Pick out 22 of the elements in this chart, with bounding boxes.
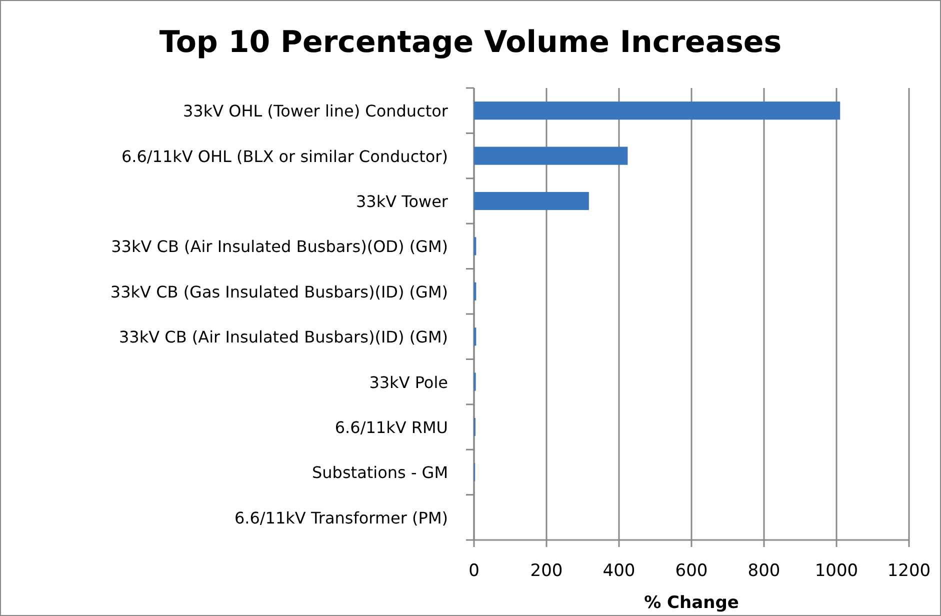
y-tick-label: 6.6/11kV OHL (BLX or similar Conductor) [121, 146, 448, 166]
x-tick-label: 1000 [814, 561, 858, 581]
x-tick-label: 600 [675, 561, 708, 581]
x-tick-label: 800 [748, 561, 780, 581]
x-tick-label: 400 [602, 561, 636, 581]
y-tick-label: 6.6/11kV RMU [334, 418, 448, 437]
chart-title: Top 10 Percentage Volume Increases [159, 25, 782, 60]
y-tick-label: 33kV CB (Air Insulated Busbars)(OD) (GM) [111, 237, 448, 256]
y-tick-label: 6.6/11kV Transformer (PM) [234, 508, 448, 528]
bar [474, 146, 628, 165]
x-axis-title: % Change [644, 593, 739, 613]
y-tick-label: Substations - GM [312, 463, 448, 482]
y-tick-label: 33kV CB (Air Insulated Busbars)(ID) (GM) [119, 328, 448, 347]
y-tick-label: 33kV OHL (Tower line) Conductor [183, 102, 448, 121]
x-tick-label: 0 [468, 561, 480, 581]
x-tick-label: 1200 [887, 561, 931, 581]
bar [474, 102, 840, 120]
bar [474, 192, 589, 210]
y-tick-label: 33kV CB (Gas Insulated Busbars)(ID) (GM) [110, 282, 448, 302]
y-tick-label: 33kV Pole [369, 372, 448, 392]
y-tick-label: 33kV Tower [356, 192, 448, 211]
x-tick-label: 200 [530, 561, 563, 581]
